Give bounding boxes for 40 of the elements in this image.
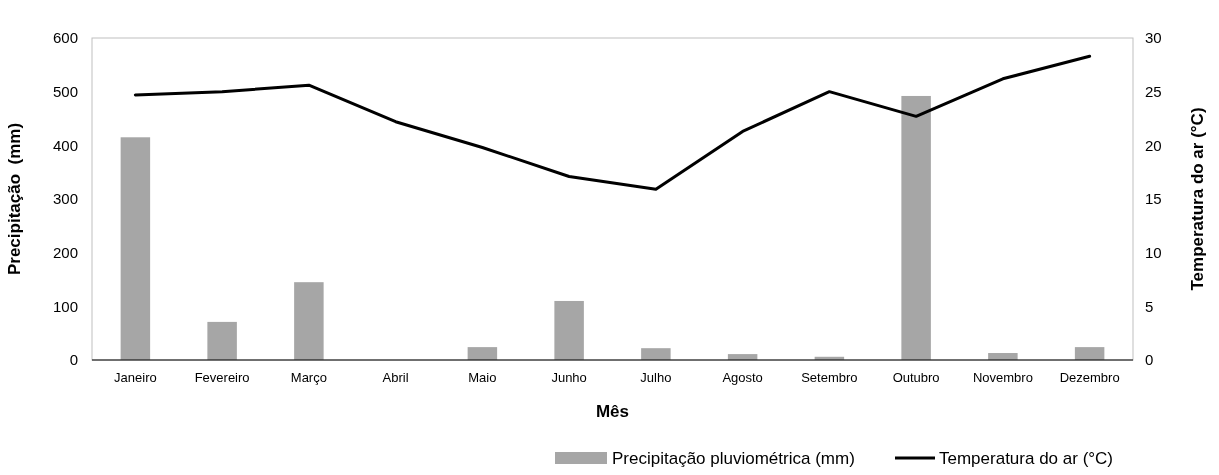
y2-tick-label: 10 xyxy=(1145,243,1162,261)
bar xyxy=(1074,347,1105,360)
y2-tick-label: 0 xyxy=(1145,351,1154,369)
y2-axis-title: Temperatura do ar (°C) xyxy=(1188,107,1207,291)
bar xyxy=(641,348,671,360)
x-tick-label: Julho xyxy=(640,370,672,385)
y-tick-label: 0 xyxy=(69,351,78,369)
y2-tick-label: 20 xyxy=(1145,136,1162,154)
y2-tick-label: 25 xyxy=(1145,82,1162,100)
x-tick-label: Junho xyxy=(551,370,587,385)
x-tick-label: Setembro xyxy=(801,370,858,385)
legend-label: Temperatura do ar (°C) xyxy=(939,448,1114,468)
y-axis-title: Precipitação (mm) xyxy=(5,122,24,276)
bar xyxy=(554,300,584,360)
legend-label: Precipitação pluviométrica (mm) xyxy=(612,448,855,468)
y2-tick-label: 15 xyxy=(1145,190,1162,208)
x-tick-label: Novembro xyxy=(972,370,1033,385)
x-axis-title: Mês xyxy=(595,402,630,421)
x-tick-label: Abril xyxy=(382,370,409,385)
x-tick-label: Maio xyxy=(468,370,497,385)
y2-tick-label: 30 xyxy=(1145,29,1162,47)
line-series xyxy=(133,54,1092,191)
bar xyxy=(207,321,237,360)
y-tick-label: 600 xyxy=(52,29,78,47)
y-tick-label: 100 xyxy=(52,297,78,315)
bar xyxy=(120,137,151,360)
y-tick-label: 500 xyxy=(52,82,78,100)
bar xyxy=(901,95,931,360)
y-tick-label: 400 xyxy=(52,136,78,154)
x-tick-label: Dezembro xyxy=(1059,370,1120,385)
x-tick-label: Outubro xyxy=(892,370,940,385)
y2-tick-label: 5 xyxy=(1145,297,1154,315)
x-tick-label: Agosto xyxy=(722,370,763,385)
y-tick-label: 200 xyxy=(52,243,78,261)
x-tick-label: Fevereiro xyxy=(194,370,250,385)
x-tick-label: Janeiro xyxy=(114,370,157,385)
bar xyxy=(294,282,324,360)
x-tick-label: Março xyxy=(290,370,327,385)
bar xyxy=(467,347,498,360)
y-tick-label: 300 xyxy=(52,190,78,208)
